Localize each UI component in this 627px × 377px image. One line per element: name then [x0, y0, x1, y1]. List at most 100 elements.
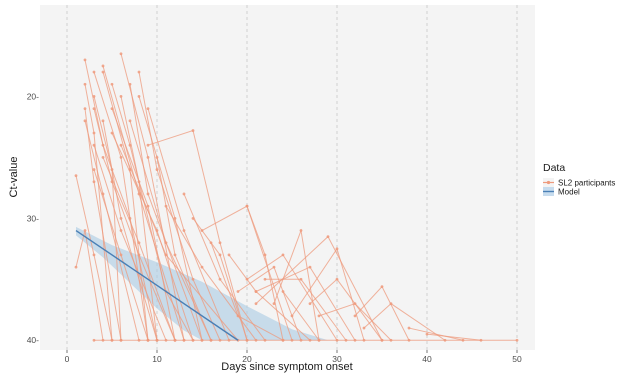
participant-point-23-0 — [92, 168, 96, 171]
participant-point-44-1 — [353, 302, 357, 306]
model-band-area — [76, 226, 328, 341]
participant-point-30-0 — [191, 216, 195, 220]
participant-point-17-1 — [146, 192, 150, 196]
legend: Data SL2 participants Model — [543, 162, 615, 197]
x-tick-label-0: 0 — [65, 354, 70, 364]
participant-point-13-0 — [110, 82, 114, 86]
participant-point-11-1 — [119, 216, 123, 220]
y-axis-title: Ct-value — [8, 157, 20, 198]
participant-line-47 — [408, 327, 464, 341]
legend-label-participants: SL2 participants — [558, 179, 615, 188]
participant-point-11-0 — [101, 119, 105, 123]
participant-point-2-1 — [92, 180, 96, 184]
participant-point-14-0 — [110, 107, 114, 111]
participant-point-20-0 — [137, 95, 141, 98]
participant-point-25-0 — [110, 131, 114, 135]
participant-point-10-0 — [101, 70, 105, 74]
participant-point-38-1 — [326, 235, 330, 239]
participant-point-48-0 — [425, 332, 429, 336]
participant-point-30-1 — [218, 253, 222, 257]
plot-panel — [40, 5, 535, 350]
y-tick-label-2: 40- — [27, 335, 39, 345]
participant-point-44-0 — [317, 314, 321, 318]
participant-point-38-0 — [254, 302, 258, 306]
participant-point-21-0 — [146, 107, 150, 111]
participant-point-18-0 — [128, 119, 132, 123]
participant-point-4-1 — [92, 131, 96, 135]
participant-point-24-1 — [137, 241, 141, 245]
participant-point-41-1 — [335, 247, 339, 251]
participant-point-31-1 — [236, 314, 240, 318]
participant-point-1-1 — [83, 229, 87, 232]
participant-point-9-0 — [92, 107, 96, 111]
participant-point-24-0 — [101, 155, 105, 159]
y-tick-label-1: 30- — [27, 213, 39, 223]
participant-point-1-0 — [74, 265, 78, 269]
participant-point-4-0 — [83, 82, 87, 86]
participant-point-20-1 — [173, 216, 177, 220]
participant-point-43-0 — [308, 302, 312, 306]
legend-key-model — [543, 187, 554, 196]
participant-point-6-0 — [92, 95, 96, 98]
legend-title: Data — [543, 162, 565, 174]
x-axis-title: Days since symptom onset — [221, 361, 352, 373]
y-tick-label-0: 20- — [27, 91, 39, 101]
x-tick-label-3: 30 — [332, 354, 342, 364]
participant-point-28-0 — [182, 192, 186, 196]
participant-point-8-0 — [92, 143, 96, 147]
x-tick-label-1: 10 — [152, 354, 162, 364]
participant-line-3 — [84, 59, 158, 341]
participant-point-0-0 — [74, 174, 78, 178]
x-tick-label-4: 40 — [422, 354, 432, 364]
participant-point-0-1 — [92, 253, 96, 257]
participant-point-19-2 — [191, 277, 195, 281]
participant-line-48 — [426, 333, 482, 341]
participant-point-29-1 — [200, 265, 204, 269]
participant-line-40 — [282, 291, 320, 341]
participant-point-46-1 — [389, 302, 393, 306]
participant-point-36-1 — [299, 229, 303, 232]
participant-point-39-0 — [263, 277, 267, 281]
participant-point-3-0 — [83, 58, 87, 62]
participant-point-45-0 — [353, 314, 357, 318]
participant-point-46-0 — [362, 326, 366, 330]
participant-point-34-0 — [245, 277, 249, 281]
participant-point-40-0 — [281, 290, 285, 293]
participant-point-15-1 — [146, 155, 150, 159]
participant-point-16-0 — [119, 95, 123, 98]
participant-point-5-0 — [83, 119, 87, 123]
y-axis: 20- 30- 40- — [27, 91, 39, 345]
x-tick-label-2: 20 — [242, 354, 252, 364]
participant-point-49-0 — [92, 338, 96, 342]
legend-label-model: Model — [558, 188, 580, 197]
participant-line-27 — [147, 129, 248, 341]
participant-point-27-2 — [218, 241, 222, 245]
participant-point-16-1 — [137, 180, 141, 184]
legend-key-participants-point — [546, 180, 551, 185]
participant-point-7-0 — [92, 70, 96, 74]
participant-point-15-0 — [119, 52, 123, 56]
participant-point-27-0 — [146, 143, 150, 147]
participant-point-41-0 — [290, 314, 294, 318]
participant-line-9 — [93, 108, 176, 341]
participant-point-47-0 — [407, 326, 411, 330]
participant-point-31-0 — [209, 241, 213, 245]
x-axis: 0 10 20 30 40 50 — [65, 350, 522, 364]
participant-trajectories — [74, 52, 519, 342]
participant-point-42-1 — [263, 253, 267, 257]
participant-point-21-1 — [182, 229, 186, 232]
model-line-layer — [75, 229, 239, 341]
participant-point-8-1 — [119, 229, 123, 232]
participant-point-43-1 — [335, 277, 339, 281]
participant-point-22-0 — [155, 155, 159, 159]
participant-point-37-1 — [272, 265, 276, 269]
model-line — [75, 229, 239, 341]
participant-point-7-1 — [119, 155, 123, 159]
participant-point-19-1 — [155, 168, 159, 171]
participant-point-45-1 — [380, 285, 384, 289]
model-confidence-band — [76, 226, 328, 341]
participant-point-14-1 — [146, 204, 150, 208]
participant-point-49-1 — [515, 338, 519, 342]
participant-point-2-0 — [83, 107, 87, 111]
